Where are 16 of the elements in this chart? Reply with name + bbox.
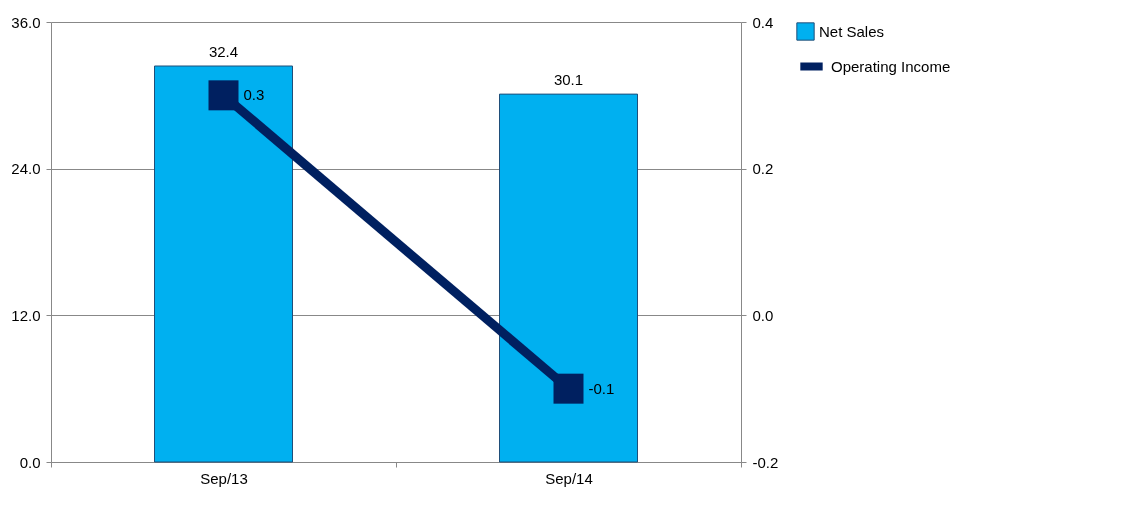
y-tick-label: 36.0 <box>11 13 41 31</box>
data-label: 30.1 <box>553 71 584 89</box>
data-label: 32.4 <box>208 43 239 60</box>
data-label: 0.3 <box>243 86 265 104</box>
y2-tick-label: 0.0 <box>752 306 774 324</box>
y2-tick-label: 0.4 <box>752 13 774 31</box>
legend-label: Operating Income <box>831 57 951 75</box>
data-label: -0.1 <box>588 379 615 397</box>
y2-tick-label: -0.2 <box>752 453 779 471</box>
x-tick-label: Sep/13 <box>200 469 248 487</box>
y-tick-label: 0.0 <box>19 453 41 471</box>
y2-tick-label: 0.2 <box>752 160 774 178</box>
y-tick-label: 12.0 <box>11 306 41 324</box>
x-tick-label: Sep/14 <box>545 469 593 487</box>
y-tick-label: 24.0 <box>11 160 41 178</box>
legend-label: Net Sales <box>819 22 885 40</box>
